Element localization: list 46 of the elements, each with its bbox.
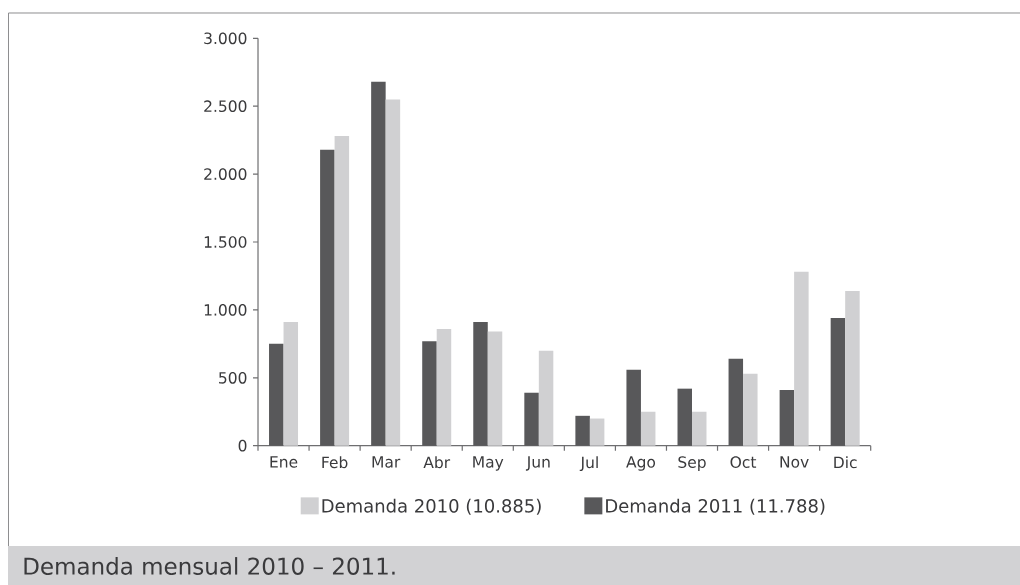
x-tick-label: Jun <box>525 456 550 471</box>
y-tick-label: 1.500 <box>204 236 247 248</box>
x-tick-label: Abr <box>423 456 451 469</box>
bar <box>677 388 692 446</box>
x-tick-label: Sep <box>678 456 706 471</box>
bar <box>743 373 758 446</box>
y-tick-label: 500 <box>219 371 247 384</box>
x-tick-label: Ene <box>270 456 298 468</box>
bar <box>487 331 503 446</box>
bar <box>473 322 488 446</box>
bar <box>283 322 299 446</box>
x-tick-label: Dic <box>834 456 857 469</box>
bar <box>320 149 335 446</box>
bar <box>728 358 744 446</box>
bar <box>626 369 641 446</box>
y-tick-label: 3.000 <box>204 32 247 45</box>
x-tick-label: Mar <box>372 456 401 468</box>
bar <box>436 328 452 446</box>
x-tick-label: Oct <box>730 456 757 468</box>
bar <box>385 99 401 446</box>
bar <box>640 411 656 446</box>
y-tick-label: 2.500 <box>204 100 247 113</box>
bar <box>692 411 707 446</box>
y-tick-label: 1.000 <box>204 304 247 316</box>
x-tick-label: Jul <box>579 456 598 472</box>
x-tick-label: Feb <box>322 456 348 469</box>
bar <box>538 350 554 446</box>
text: Demanda mensual 2010 – 2011. <box>24 557 395 575</box>
x-tick-label: Nov <box>780 456 809 468</box>
bar <box>269 343 284 446</box>
y-tick-label: 2.000 <box>204 168 247 180</box>
bar <box>422 341 437 446</box>
y-tick-label: 0 <box>238 439 247 452</box>
legend-label: Demanda 2011 (11.788) <box>606 498 825 515</box>
bar <box>589 418 605 446</box>
bar <box>830 318 846 446</box>
x-tick-label: May <box>473 456 504 471</box>
bar <box>845 290 860 446</box>
legend-label: Demanda 2010 (10.885) <box>322 498 541 515</box>
bar <box>575 415 590 446</box>
bar <box>779 390 795 446</box>
bar <box>371 81 386 446</box>
bar <box>524 392 539 446</box>
bar <box>794 271 809 446</box>
x-tick-label: Ago <box>626 456 656 471</box>
bar <box>334 136 350 446</box>
